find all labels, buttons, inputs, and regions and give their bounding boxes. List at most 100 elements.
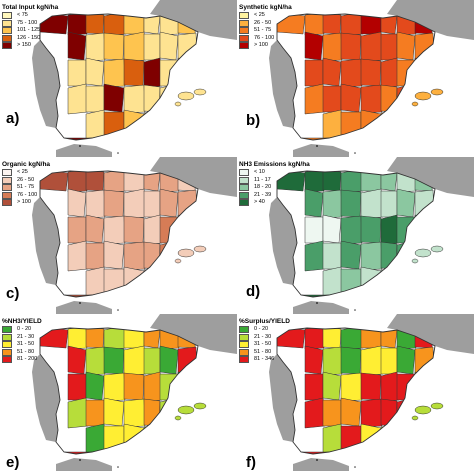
legend-row: 31 - 50: [239, 341, 290, 349]
morocco-land: [293, 301, 349, 314]
balearic-island: [174, 101, 182, 107]
province-region: [322, 57, 342, 87]
province-region: [322, 189, 343, 219]
province-region: [123, 188, 147, 220]
morocco-land: [56, 301, 112, 314]
balearic-island: [430, 88, 444, 96]
portugal-land: [269, 40, 297, 128]
province-region: [380, 57, 400, 89]
legend-title: NH3 Emissions kgN/ha: [239, 161, 310, 168]
province-region: [103, 32, 125, 61]
province-region: [340, 58, 363, 88]
province-region: [322, 32, 343, 62]
map-panel-a: [32, 0, 237, 157]
legend-class-label: 21 - 30: [17, 333, 35, 340]
spain-outline: [276, 327, 436, 455]
province-region: [55, 294, 167, 297]
province-region: [159, 267, 179, 296]
legend-swatch: [239, 27, 249, 35]
province-region: [159, 110, 179, 139]
province-region: [322, 328, 342, 349]
map-panel-e: [32, 314, 237, 471]
province-region: [85, 57, 105, 87]
enclave-mark: [117, 466, 119, 468]
province-region: [340, 32, 362, 61]
province-region: [123, 58, 145, 87]
legend-class-label: 21 - 39: [254, 191, 272, 198]
legend-row: 51 - 80: [239, 348, 290, 357]
legend-swatch: [239, 176, 249, 184]
province-region: [360, 372, 382, 401]
province-region: [123, 31, 147, 63]
province-region: [67, 397, 89, 429]
province-region: [143, 57, 163, 89]
legend-title: Synthetic kgN/ha: [239, 4, 292, 11]
province-region: [103, 397, 125, 427]
map-panel-c: [32, 157, 237, 314]
morocco-land: [293, 144, 349, 157]
legend-class-label: > 100: [254, 42, 268, 49]
province-region: [143, 33, 161, 61]
province-region: [85, 171, 105, 192]
balearic-island: [177, 91, 195, 101]
legend-class-label: 0 - 20: [17, 326, 32, 333]
legend-class-label: 26 - 50: [17, 176, 35, 183]
france-land: [150, 157, 237, 197]
province-region: [103, 346, 125, 375]
province-region: [85, 214, 105, 244]
province-region: [340, 215, 363, 245]
legend-swatch: [239, 326, 249, 334]
province-region: [103, 189, 125, 218]
province-region: [67, 373, 87, 401]
legend-row: 21 - 39: [239, 191, 310, 200]
legend-title: %NH3/YIELD: [2, 318, 42, 325]
enclave-mark: [316, 302, 318, 304]
legend-swatch: [2, 27, 12, 35]
province-region: [380, 371, 400, 403]
map-legend: Total Input kgN/ha < 75 75 - 100 101 - 125 1…: [2, 4, 58, 50]
province-region: [304, 373, 324, 401]
panel-label: a): [6, 110, 20, 127]
legend-title: Organic kgN/ha: [2, 161, 51, 168]
region-layer: [277, 14, 435, 140]
province-region: [85, 328, 105, 349]
province-region: [304, 240, 326, 272]
legend-class-label: > 40: [254, 199, 265, 206]
map-legend: Organic kgN/ha < 25 26 - 50 51 - 75 76 - 100…: [2, 161, 50, 207]
legend-row: 18 - 20: [239, 184, 310, 192]
province-region: [159, 83, 181, 115]
legend-row: 0 - 20: [239, 326, 290, 334]
legend-swatch: [2, 341, 12, 349]
province-region: [85, 32, 106, 62]
balearic-island: [174, 258, 182, 264]
map-legend: NH3 Emissions kgN/ha < 10 11 - 17 18 - 20 21…: [239, 161, 310, 207]
legend-swatch: [2, 191, 12, 199]
map-legend: Synthetic kgN/ha < 25 26 - 50 51 - 75 76 - 1…: [239, 4, 292, 50]
legend-swatch: [2, 42, 12, 50]
province-region: [143, 347, 161, 375]
legend-class-label: 101 - 125: [17, 27, 41, 34]
province-region: [103, 372, 126, 402]
province-region: [159, 345, 179, 375]
map-legend: %Surplus/YIELD 0 - 20 21 - 30 31 - 50 51 - 8…: [239, 318, 290, 364]
legend-row: 26 - 50: [2, 176, 50, 185]
balearic-island: [193, 402, 207, 410]
legend-class-label: < 10: [254, 169, 265, 176]
legend-swatch: [2, 169, 12, 177]
province-region: [304, 83, 326, 115]
province-region: [360, 215, 382, 244]
province-region: [177, 57, 197, 87]
province-region: [304, 216, 324, 244]
province-region: [67, 14, 88, 36]
province-region: [85, 14, 105, 35]
enclave-mark: [316, 459, 318, 461]
legend-swatch: [2, 326, 12, 334]
province-region: [67, 59, 87, 87]
spain-outline: [276, 170, 436, 298]
province-region: [67, 188, 87, 218]
province-region: [322, 242, 342, 270]
panel-label: f): [246, 454, 256, 471]
legend-row: 0 - 20: [2, 326, 42, 334]
balearic-island: [193, 245, 207, 253]
legend-row: 81 - 346: [239, 356, 290, 364]
